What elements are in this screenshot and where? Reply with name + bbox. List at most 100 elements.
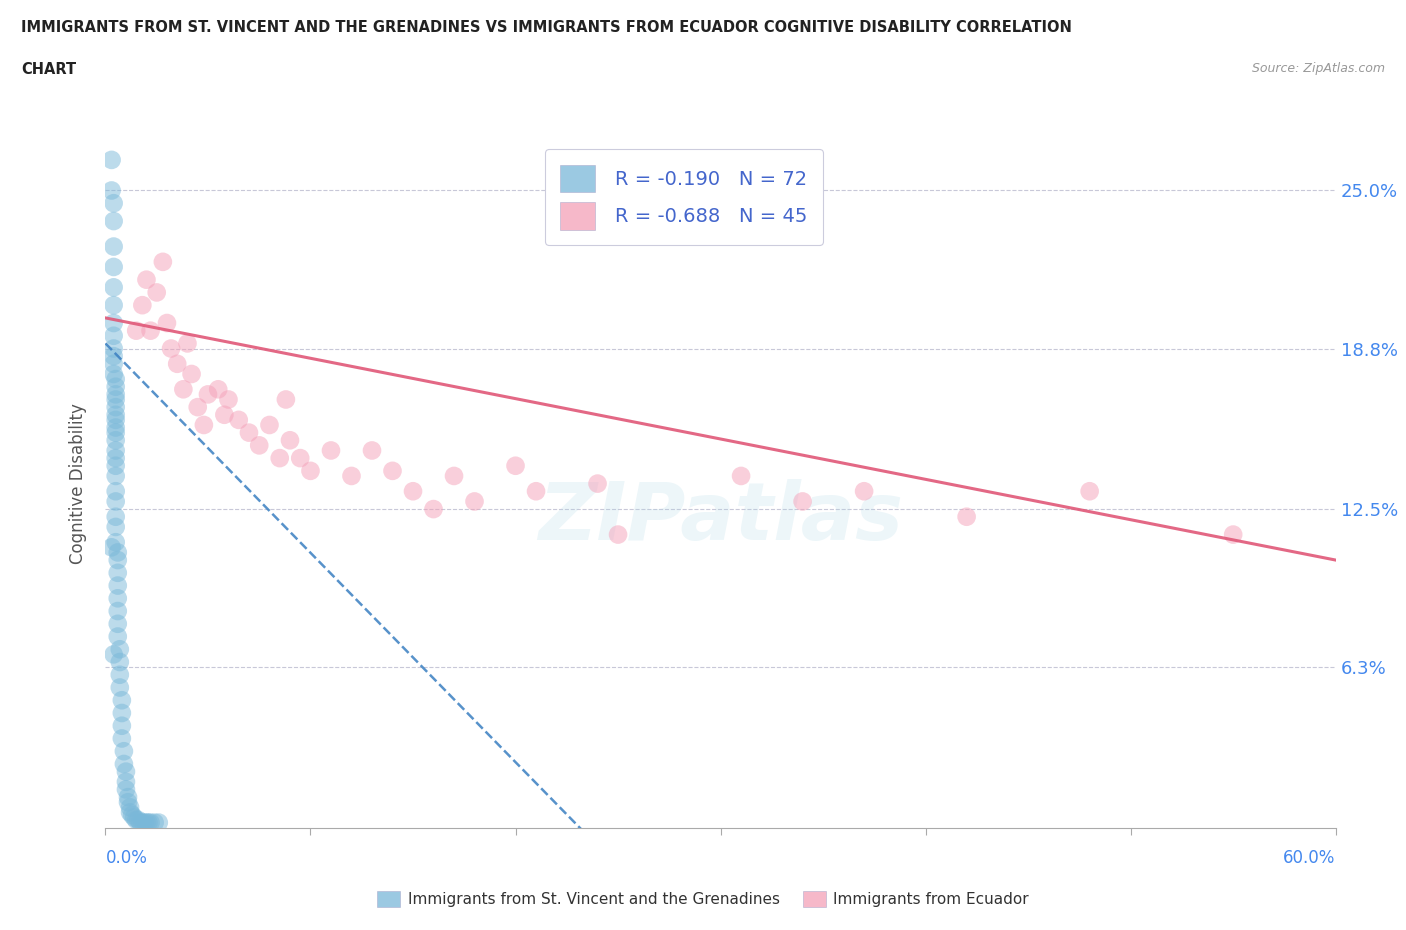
Point <box>524 484 547 498</box>
Point <box>853 484 876 498</box>
Point <box>505 458 527 473</box>
Point <box>100 540 122 555</box>
Point <box>104 425 127 440</box>
Point <box>131 298 153 312</box>
Point <box>104 510 127 525</box>
Point <box>104 400 127 415</box>
Point <box>100 183 122 198</box>
Point <box>152 255 174 270</box>
Point <box>103 259 125 274</box>
Point <box>115 764 138 779</box>
Point <box>108 680 131 695</box>
Point <box>112 744 135 759</box>
Point <box>104 412 127 427</box>
Point <box>131 816 153 830</box>
Legend: R = -0.190   N = 72, R = -0.688   N = 45: R = -0.190 N = 72, R = -0.688 N = 45 <box>544 149 823 246</box>
Point <box>104 469 127 484</box>
Point <box>104 451 127 466</box>
Point <box>134 816 156 830</box>
Legend: Immigrants from St. Vincent and the Grenadines, Immigrants from Ecuador: Immigrants from St. Vincent and the Gren… <box>371 884 1035 913</box>
Point <box>107 617 129 631</box>
Point <box>361 443 384 458</box>
Point <box>103 196 125 211</box>
Point <box>259 418 281 432</box>
Point <box>125 324 148 339</box>
Point <box>464 494 486 509</box>
Point <box>104 443 127 458</box>
Point <box>104 432 127 447</box>
Point <box>156 315 179 330</box>
Point <box>104 392 127 407</box>
Point <box>125 813 148 828</box>
Point <box>104 520 127 535</box>
Point <box>1222 527 1244 542</box>
Point <box>107 604 129 618</box>
Point <box>107 629 129 644</box>
Point <box>104 407 127 422</box>
Point <box>103 647 125 662</box>
Point <box>127 813 149 828</box>
Point <box>319 443 342 458</box>
Point <box>103 298 125 312</box>
Point <box>103 214 125 229</box>
Point <box>117 795 139 810</box>
Text: CHART: CHART <box>21 62 76 77</box>
Point <box>107 591 129 605</box>
Y-axis label: Cognitive Disability: Cognitive Disability <box>69 404 87 564</box>
Point <box>187 400 209 415</box>
Point <box>299 463 322 478</box>
Point <box>107 545 129 560</box>
Point <box>107 578 129 593</box>
Point <box>111 731 134 746</box>
Point <box>103 356 125 371</box>
Point <box>148 816 170 830</box>
Point <box>104 535 127 550</box>
Point <box>112 756 135 771</box>
Point <box>172 382 194 397</box>
Point <box>120 800 141 815</box>
Text: 0.0%: 0.0% <box>105 849 148 867</box>
Point <box>138 816 160 830</box>
Point <box>104 420 127 435</box>
Text: ZIPatlas: ZIPatlas <box>538 479 903 557</box>
Point <box>143 816 166 830</box>
Point <box>107 565 129 580</box>
Point <box>107 552 129 567</box>
Point <box>111 718 134 733</box>
Point <box>197 387 219 402</box>
Point <box>103 315 125 330</box>
Point <box>145 285 167 299</box>
Point <box>103 239 125 254</box>
Point <box>104 484 127 498</box>
Point <box>111 706 134 721</box>
Point <box>103 328 125 343</box>
Text: Source: ZipAtlas.com: Source: ZipAtlas.com <box>1251 62 1385 75</box>
Point <box>207 382 229 397</box>
Point <box>111 693 134 708</box>
Point <box>108 668 131 683</box>
Point <box>180 366 202 381</box>
Point <box>730 469 752 484</box>
Point <box>214 407 236 422</box>
Point <box>117 790 139 804</box>
Point <box>247 438 270 453</box>
Point <box>100 153 122 167</box>
Point <box>103 349 125 364</box>
Point <box>115 782 138 797</box>
Point <box>135 816 157 830</box>
Point <box>228 412 250 427</box>
Point <box>104 494 127 509</box>
Point <box>269 451 291 466</box>
Point <box>422 501 444 516</box>
Text: 60.0%: 60.0% <box>1284 849 1336 867</box>
Point <box>340 469 363 484</box>
Text: IMMIGRANTS FROM ST. VINCENT AND THE GRENADINES VS IMMIGRANTS FROM ECUADOR COGNIT: IMMIGRANTS FROM ST. VINCENT AND THE GREN… <box>21 20 1071 35</box>
Point <box>278 432 301 447</box>
Point <box>402 484 425 498</box>
Point <box>381 463 404 478</box>
Point <box>104 379 127 394</box>
Point <box>108 642 131 657</box>
Point <box>290 451 312 466</box>
Point <box>176 336 198 351</box>
Point <box>104 387 127 402</box>
